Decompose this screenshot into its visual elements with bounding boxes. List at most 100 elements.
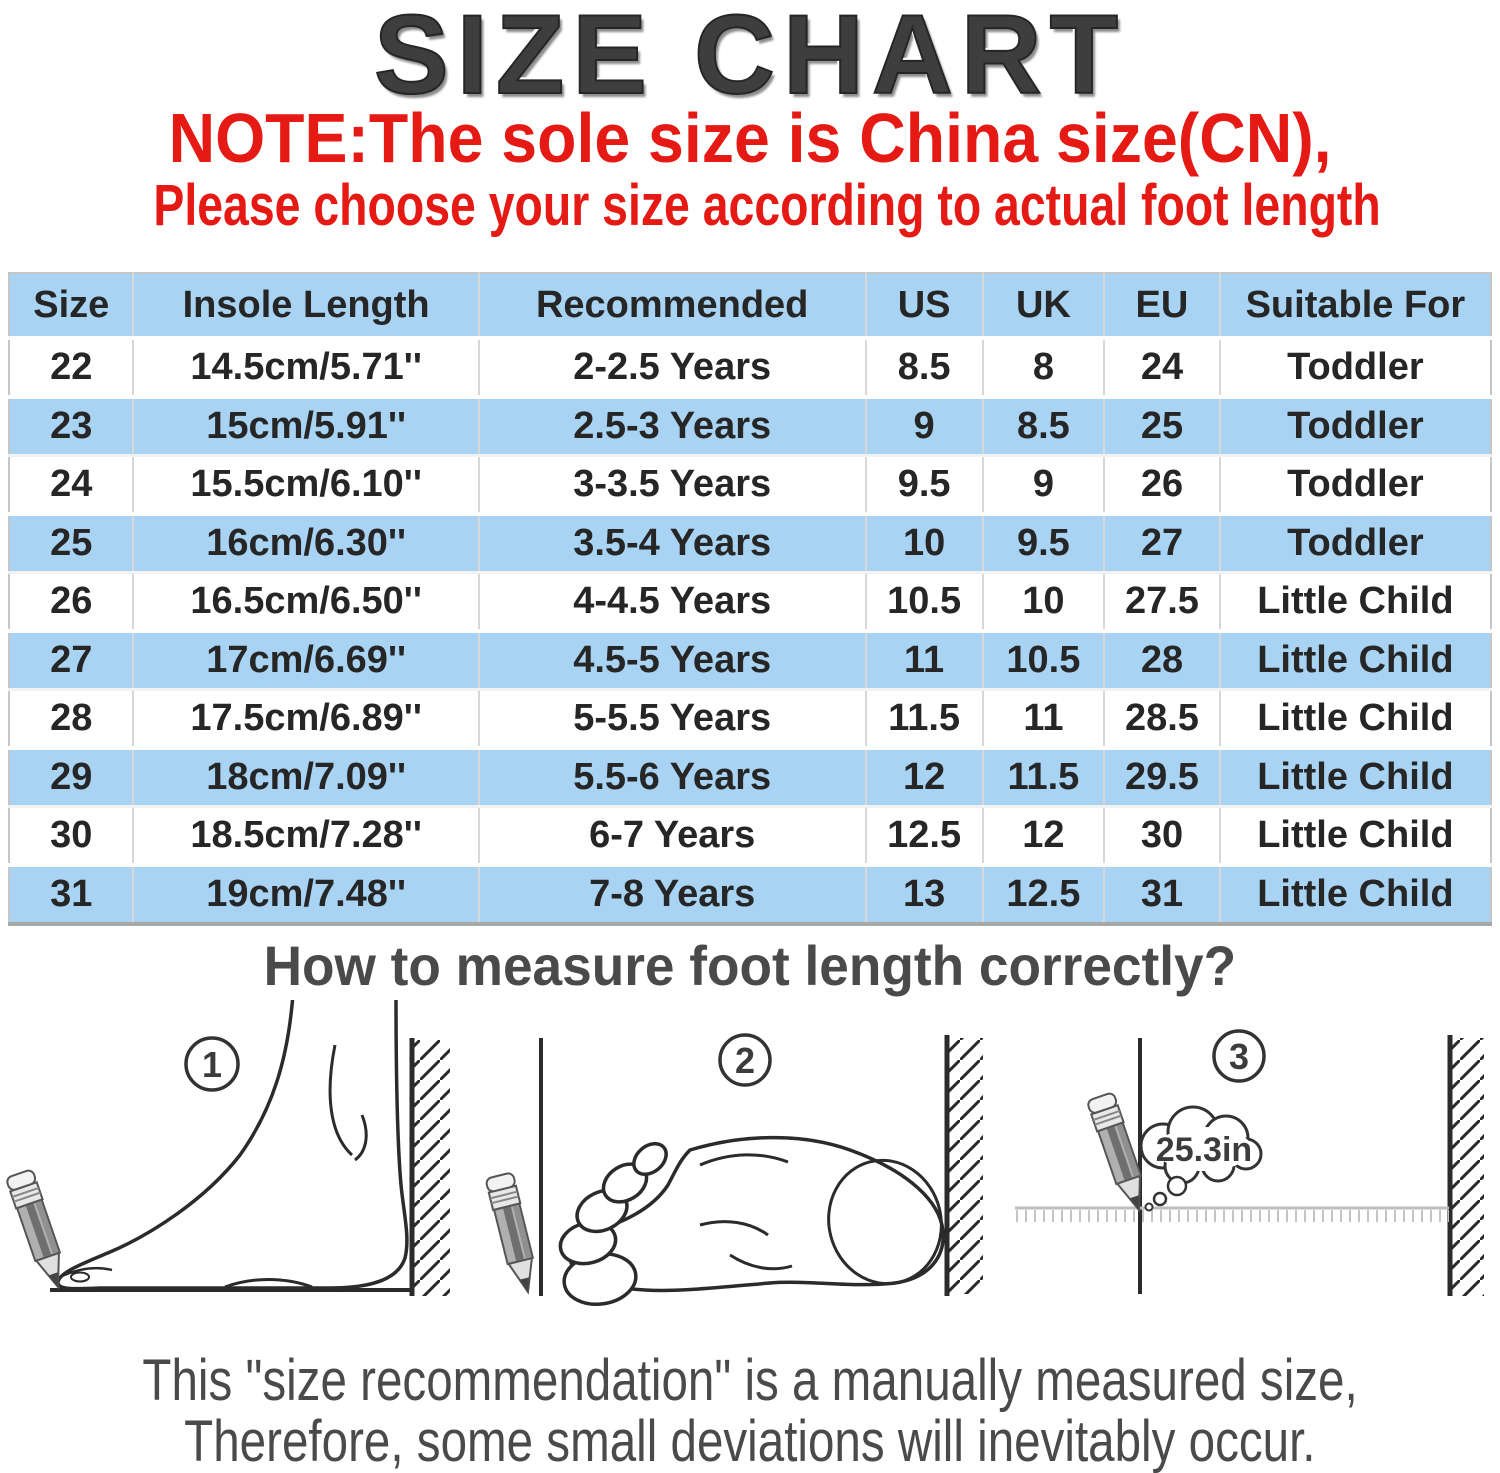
table-cell: 6-7 Years: [478, 805, 867, 865]
table-row: 31 19cm/7.48'' 7-8 Years 13 12.5 31 Little Chi…: [9, 863, 1491, 924]
table-cell: 25: [1104, 395, 1221, 456]
table-cell: 12: [865, 746, 984, 807]
table-cell: 23: [9, 395, 135, 456]
arch-crease-line: [699, 1220, 769, 1237]
table-cell: 15.5cm/6.10'': [133, 454, 480, 514]
table-cell: 26: [1104, 454, 1221, 514]
table-row: 23 15cm/5.91'' 2.5-3 Years 9 8.5 25 Toddler: [9, 395, 1491, 456]
size-table: Size Insole Length Recommended US UK EU …: [8, 272, 1492, 926]
note-line-1: NOTE:The sole size is China size(CN),: [0, 98, 1500, 178]
table-cell: 18cm/7.09'': [133, 746, 480, 807]
column-header-size: Size: [9, 273, 135, 340]
footer-line-1: This "size recommendation" is a manually…: [0, 1348, 1500, 1413]
table-cell: 17.5cm/6.89'': [133, 688, 480, 748]
table-cell: 24: [9, 454, 135, 514]
ankle-crease-line: [354, 1114, 368, 1162]
table-row: 25 16cm/6.30'' 3.5-4 Years 10 9.5 27 Toddler: [9, 512, 1491, 573]
measure-diagram: 1 2: [4, 1000, 1484, 1307]
footer-line-1-text: This "size recommendation" is a manually…: [142, 1348, 1358, 1413]
table-cell: 3-3.5 Years: [478, 454, 867, 514]
column-header-recommended: Recommended: [478, 273, 867, 340]
table-cell: 27: [1104, 512, 1221, 573]
table-cell: 2-2.5 Years: [478, 336, 867, 397]
measure-step-2-panel: 2: [484, 1033, 983, 1307]
footer-line-2-text: Therefore, some small deviations will in…: [184, 1409, 1316, 1473]
table-cell: 24: [1104, 336, 1221, 397]
step-2-badge: [718, 1033, 772, 1087]
table-row: 26 16.5cm/6.50'' 4-4.5 Years 10.5 10 27.5 Litt…: [9, 571, 1491, 631]
arch-crease-line: [729, 1253, 793, 1271]
note-line-1-text: NOTE:The sole size is China size(CN),: [168, 99, 1332, 177]
wall-hatch: [1452, 1038, 1484, 1296]
bubble-trail-dot: [1152, 1191, 1168, 1207]
pencil-icon: [4, 1167, 73, 1293]
column-header-eu: EU: [1104, 273, 1221, 340]
bubble-measurement-text: 25.3in: [1156, 1131, 1252, 1169]
table-cell: 25: [9, 512, 135, 573]
table-row: 30 18.5cm/7.28'' 6-7 Years 12.5 12 30 Little C…: [9, 805, 1491, 865]
table-cell: 15cm/5.91'': [133, 395, 480, 456]
thought-bubble: 25.3in: [1139, 1105, 1263, 1212]
table-cell: 7-8 Years: [478, 863, 867, 924]
table-cell: 27.5: [1104, 571, 1221, 631]
column-header-insole-length: Insole Length: [133, 273, 480, 340]
footer-line-2: Therefore, some small deviations will in…: [0, 1409, 1500, 1473]
table-cell: 8.5: [865, 336, 984, 397]
step-2-number: 2: [735, 1040, 755, 1081]
table-row: 28 17.5cm/6.89'' 5-5.5 Years 11.5 11 28.5 Litt…: [9, 688, 1491, 748]
table-cell: Little Child: [1219, 805, 1491, 865]
table-cell: 12.5: [865, 805, 984, 865]
column-header-us: US: [865, 273, 984, 340]
table-cell: 19cm/7.48'': [133, 863, 480, 924]
bubble-trail-dot: [1144, 1202, 1154, 1212]
table-cell: Toddler: [1219, 395, 1491, 456]
table-cell: 17cm/6.69'': [133, 629, 480, 690]
measure-step-3-panel: 25.3in 3: [1015, 1029, 1484, 1296]
wall-hatch: [414, 1040, 450, 1296]
ankle-crease-line: [328, 1044, 354, 1157]
table-cell: Toddler: [1219, 454, 1491, 514]
table-cell: Toddler: [1219, 336, 1491, 397]
table-header-row: Size Insole Length Recommended US UK EU …: [9, 273, 1491, 340]
size-table-body: 22 14.5cm/5.71'' 2-2.5 Years 8.5 8 24 Toddler 2…: [9, 336, 1491, 924]
table-cell: 28.5: [1104, 688, 1221, 748]
table-cell: 28: [9, 688, 135, 748]
table-cell: 8.5: [982, 395, 1106, 456]
table-cell: Little Child: [1219, 571, 1491, 631]
column-header-suitable-for: Suitable For: [1219, 273, 1491, 340]
table-cell: 2.5-3 Years: [478, 395, 867, 456]
table-cell: 3.5-4 Years: [478, 512, 867, 573]
table-cell: 12: [982, 805, 1106, 865]
table-cell: 29: [9, 746, 135, 807]
table-cell: 13: [865, 863, 984, 924]
table-cell: 8: [982, 336, 1106, 397]
step-3-badge: [1212, 1029, 1266, 1083]
table-cell: 31: [9, 863, 135, 924]
table-row: 24 15.5cm/6.10'' 3-3.5 Years 9.5 9 26 Toddler: [9, 454, 1491, 514]
table-cell: 9.5: [982, 512, 1106, 573]
table-cell: 30: [9, 805, 135, 865]
toenail: [70, 1271, 90, 1283]
table-cell: 11.5: [865, 688, 984, 748]
measure-heading: How to measure foot length correctly?: [0, 933, 1500, 998]
table-cell: 30: [1104, 805, 1221, 865]
pencil-icon: [484, 1171, 543, 1297]
table-cell: 9: [865, 395, 984, 456]
table-cell: 11: [865, 629, 984, 690]
table-cell: 14.5cm/5.71'': [133, 336, 480, 397]
column-header-uk: UK: [982, 273, 1106, 340]
fifth-toe: [632, 1141, 668, 1177]
table-row: 22 14.5cm/5.71'' 2-2.5 Years 8.5 8 24 Toddler: [9, 336, 1491, 397]
table-cell: Little Child: [1219, 746, 1491, 807]
table-cell: Little Child: [1219, 629, 1491, 690]
table-cell: 31: [1104, 863, 1221, 924]
table-cell: 11: [982, 688, 1106, 748]
table-row: 27 17cm/6.69'' 4.5-5 Years 11 10.5 28 Little C…: [9, 629, 1491, 690]
table-cell: 10.5: [865, 571, 984, 631]
table-cell: 4.5-5 Years: [478, 629, 867, 690]
measure-step-1-panel: 1: [4, 1000, 450, 1296]
heel-pad-line: [827, 1158, 943, 1286]
table-cell: 28: [1104, 629, 1221, 690]
table-cell: 29.5: [1104, 746, 1221, 807]
table-cell: 10: [865, 512, 984, 573]
